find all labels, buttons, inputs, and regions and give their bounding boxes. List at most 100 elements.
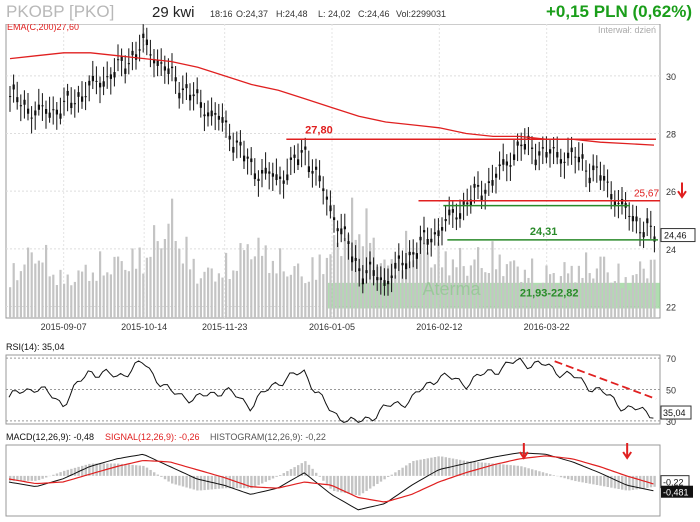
candle-body <box>613 201 616 207</box>
volume-bar <box>261 255 264 318</box>
candle-body <box>41 105 44 107</box>
volume-bar <box>523 269 526 318</box>
volume-bar <box>495 269 498 318</box>
histogram-bar <box>199 475 203 491</box>
candle-body <box>516 141 519 146</box>
price-panel: 30 28 26 24 22 2015-09-07 2015-10-14 2015-11-23… <box>5 24 696 332</box>
candle-body <box>581 154 584 159</box>
volume-bar <box>646 278 649 318</box>
candle-body <box>354 257 357 261</box>
histogram-bar <box>649 475 653 488</box>
histogram-bar <box>261 475 264 484</box>
histogram-bar <box>480 462 483 476</box>
histogram-bar <box>574 475 577 482</box>
candle-body <box>171 66 174 69</box>
candle-body <box>163 66 166 71</box>
x-tick-label: 2016-01-05 <box>309 322 355 332</box>
volume-bar <box>415 257 418 318</box>
histogram-bar <box>451 458 455 476</box>
candle-body <box>156 60 159 66</box>
histogram-bar <box>390 474 393 476</box>
candle-body <box>588 177 591 184</box>
candle-body <box>610 194 613 200</box>
histogram-bar <box>541 472 545 476</box>
volume-bar <box>631 275 634 318</box>
histogram-bar <box>405 465 408 476</box>
volume-bar <box>606 272 609 318</box>
candle-body <box>545 151 548 158</box>
volume-bar <box>279 248 282 318</box>
volume-bar <box>502 276 505 318</box>
volume-bar <box>16 280 19 318</box>
histogram-bar <box>221 475 224 489</box>
volume-bar <box>552 273 555 318</box>
candle-body <box>412 252 415 255</box>
volume-bar <box>210 268 213 318</box>
histogram-bar <box>455 459 458 476</box>
candle-body <box>27 108 30 114</box>
histogram-bar <box>617 475 620 490</box>
candle-body <box>70 102 73 109</box>
histogram-bar <box>228 475 231 489</box>
histogram-bar <box>286 471 289 476</box>
volume-bar <box>556 284 559 318</box>
histogram-bar <box>185 475 188 488</box>
volume-bar <box>88 280 91 318</box>
histogram-bar <box>329 475 332 489</box>
close-label: C:24,46 <box>358 9 390 19</box>
candle-body <box>577 156 580 163</box>
candle-body <box>315 166 318 170</box>
histogram-bar <box>351 475 354 495</box>
volume-bar <box>570 265 573 318</box>
histogram-bar <box>297 465 300 476</box>
volume-bar <box>153 225 156 318</box>
volume-bar <box>9 287 12 318</box>
price-y-tick: 30 <box>666 72 676 82</box>
candle-body <box>513 154 516 160</box>
candle-body <box>225 120 228 123</box>
candle-body <box>538 151 541 156</box>
histogram-bar <box>415 460 419 476</box>
histogram-bar <box>459 459 462 476</box>
volume-bar <box>412 260 415 318</box>
volume-bar <box>102 275 105 318</box>
candle-body <box>160 62 163 64</box>
histogram-bar <box>372 475 375 487</box>
candle-body <box>592 165 595 171</box>
histogram-bar <box>588 475 591 484</box>
histogram-bar <box>462 460 465 476</box>
histogram-bar <box>520 466 523 476</box>
volume-bar <box>581 277 584 318</box>
volume-bar <box>628 290 631 318</box>
volume-bar <box>541 282 544 318</box>
candle-body <box>505 161 508 166</box>
candle-body <box>95 80 98 82</box>
candle-body <box>329 205 332 212</box>
histogram-bar <box>570 475 573 481</box>
volume-bar <box>444 251 447 318</box>
volume-bar <box>113 256 116 318</box>
volume-bar <box>297 263 300 318</box>
candle-body <box>214 112 217 115</box>
volume-bar <box>635 274 638 318</box>
candle-body <box>642 232 645 238</box>
candle-body <box>257 178 260 181</box>
candle-body <box>23 99 26 105</box>
histogram-bar <box>639 475 642 489</box>
volume-bar <box>329 254 332 318</box>
candle-body <box>63 100 66 102</box>
volume-bar <box>275 273 278 318</box>
histogram-bar <box>253 475 257 487</box>
candle-body <box>621 199 624 205</box>
histogram-bar <box>426 458 429 476</box>
histogram-bar <box>585 475 588 484</box>
candle-body <box>340 228 343 235</box>
date-label: 29 kwi <box>152 4 195 21</box>
histogram-bar <box>27 475 30 481</box>
candle-body <box>153 59 156 64</box>
volume-bar <box>639 261 642 318</box>
candle-body <box>397 255 400 259</box>
histogram-bar <box>545 473 548 476</box>
volume-bar <box>131 248 134 318</box>
histogram-bar <box>444 457 447 476</box>
